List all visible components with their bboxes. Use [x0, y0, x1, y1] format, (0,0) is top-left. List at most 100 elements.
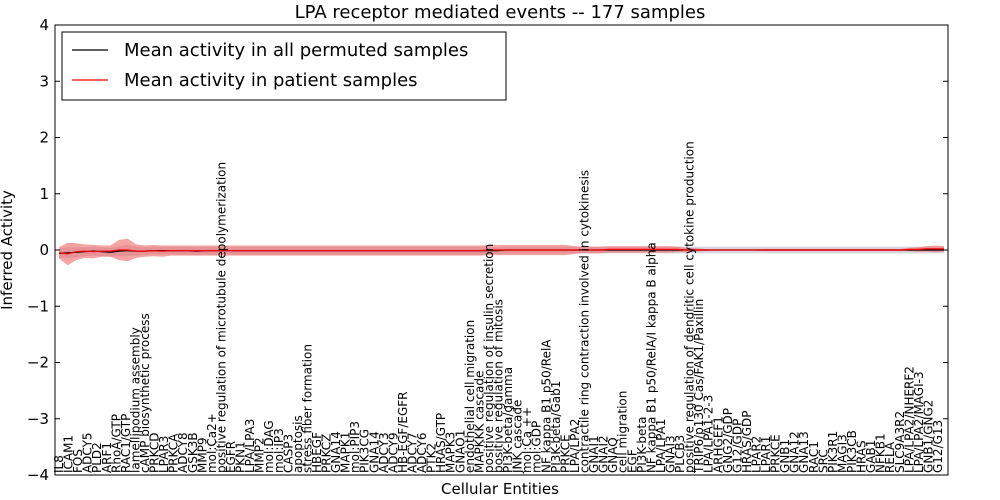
entity-label: ADCY6: [415, 432, 429, 473]
y-tick-label: −3: [27, 410, 49, 428]
entity-label: ADCY3: [377, 432, 391, 473]
entity-label: LPAR1: [759, 436, 773, 473]
entity-label: MAPK3: [444, 432, 458, 473]
entity-label: LPA/LPA2: [568, 419, 582, 473]
entity-label: PIK3CB: [845, 430, 859, 473]
x-axis-label: Cellular Entities: [441, 480, 559, 498]
entity-label: GNAO1: [453, 430, 467, 473]
y-tick-label: 0: [39, 241, 49, 259]
entity-label: GSK3B: [186, 432, 200, 473]
entity-label: PTK2: [425, 443, 439, 473]
legend-box: [61, 31, 507, 101]
entity-label: RhoA/GTP: [109, 414, 123, 473]
entity-label: CASP3: [281, 434, 295, 473]
entity-label: G12/G13: [931, 420, 945, 473]
entity-label: NF kappa B1 p50/RelA: [539, 339, 553, 473]
entity-label: mol:Ca ++: [520, 407, 534, 473]
entity-label: lamellipodium assembly: [128, 327, 142, 473]
y-tick-label: 2: [39, 129, 49, 147]
entity-label: HB-EGF/EGFR: [396, 391, 410, 473]
entity-label: HRAS/GTP: [434, 413, 448, 473]
entity-label: PI3K-beta/Gab1: [549, 381, 563, 473]
entity-label: PIK3CG: [358, 429, 372, 473]
entity-label: GNB1: [778, 439, 792, 473]
entity-label: GAB1: [864, 440, 878, 473]
legend-label-permuted: Mean activity in all permuted samples: [124, 40, 468, 61]
entity-label: LPAR3: [157, 436, 171, 473]
entity-label: endothelial cell migration: [463, 320, 477, 473]
legend: Mean activity in all permuted samples Me…: [61, 31, 507, 101]
entity-label: GNG2/GDP: [721, 408, 735, 473]
entity-label: LPA/LPA2/NHERF2: [902, 366, 916, 473]
entity-label: apoptosis: [291, 415, 305, 473]
y-axis-ticks: 4 3 2 1 0 −1 −2 −3 −4: [27, 16, 948, 484]
entity-label: TRIP6/p130 Cas/FAK1/Paxillin: [692, 299, 706, 474]
patient-mean-line: [58, 248, 944, 255]
entity-label: PKN1: [234, 441, 248, 473]
entity-label: GNAI3: [664, 435, 678, 473]
entity-label: HRAS/GDP: [740, 410, 754, 473]
entity-label: positive regulation of microtubule depol…: [214, 162, 228, 473]
entity-label: RELA: [883, 441, 897, 473]
y-tick-label: −2: [27, 354, 49, 372]
entity-label: positive regulation of dendritic cell cy…: [683, 141, 697, 473]
entity-label: mol:GDP: [530, 421, 544, 473]
entity-label: MAGI3: [836, 434, 850, 473]
y-tick-label: −4: [27, 466, 49, 484]
entity-label: RAC1/GTP: [119, 414, 133, 473]
entity-label: PLCB3: [673, 435, 687, 473]
entity-label: stress fiber formation: [300, 344, 314, 473]
entity-label: JNK cascade: [511, 400, 525, 474]
entity-label: GNAQ: [606, 437, 620, 473]
entity-label: LPA/LPA1: [654, 419, 668, 473]
entity-label: mol:DAG: [262, 420, 276, 473]
entity-label: ADCY5: [81, 432, 95, 473]
entity-label: ADCY7: [406, 432, 420, 473]
entity-label: MAPKKK cascade: [472, 371, 486, 473]
entity-label: mol:PIP3: [348, 421, 362, 473]
entity-label: PLD2: [90, 442, 104, 473]
entity-label: GNAI1: [587, 435, 601, 473]
plot-area: [58, 238, 944, 266]
entity-label: ICAM1: [62, 435, 76, 473]
entity-label: NF kappa B1 p50/RelA/I kappa B alpha: [644, 242, 658, 473]
y-tick-label: 1: [39, 185, 49, 203]
entity-label: PRKCE: [558, 434, 572, 473]
entity-label: NFKB1: [874, 433, 888, 473]
entity-label: positive regulation of insulin secretion: [482, 244, 496, 473]
entity-label: LPA/LPA3: [243, 419, 257, 473]
entity-label: LPA/LPA2/MAGI-3: [912, 371, 926, 473]
y-tick-label: −1: [27, 297, 49, 315]
entity-label: GNA13: [797, 431, 811, 473]
entity-label: positive regulation of mitosis: [492, 299, 506, 473]
entity-label: PIK3R1: [826, 431, 840, 473]
y-tick-label: 3: [39, 72, 49, 90]
entity-label: SRC: [816, 449, 830, 473]
entity-label: GNB1/GNG2: [921, 400, 935, 473]
entity-label: LPAR2: [750, 436, 764, 473]
entity-label: GNA12: [788, 431, 802, 473]
entity-label: MMP2: [253, 437, 267, 473]
entity-label: contractile ring contraction involved in…: [578, 170, 592, 473]
entity-label: GNA14: [329, 431, 343, 473]
entity-label: EGFR: [224, 441, 238, 473]
entity-label: HRAS: [855, 440, 869, 473]
entity-label: PI3K-beta/gamma: [501, 367, 515, 473]
entity-label: ARHGEF1: [711, 416, 725, 473]
entity-label: cAMP biosynthetic process: [138, 313, 152, 473]
entity-label: ARF1: [100, 442, 114, 473]
entity-label: cell migration: [616, 391, 630, 473]
entity-label: MAPK1: [339, 432, 353, 473]
y-axis-label: Inferred Activity: [0, 190, 16, 310]
entity-label: EGF: [625, 449, 639, 473]
entity-label: FOS: [71, 449, 85, 473]
entity-label: HBEGF: [310, 432, 324, 473]
patient-band: [59, 238, 944, 266]
entity-label: G12/GDP: [730, 419, 744, 473]
entity-label: LPA/LPA1-2-3: [702, 395, 716, 473]
entity-label: ADCY8: [176, 432, 190, 473]
y-tick-label: 4: [39, 16, 49, 34]
entity-label: PRKCA: [167, 433, 181, 473]
entity-label: GNAI2: [597, 435, 611, 473]
